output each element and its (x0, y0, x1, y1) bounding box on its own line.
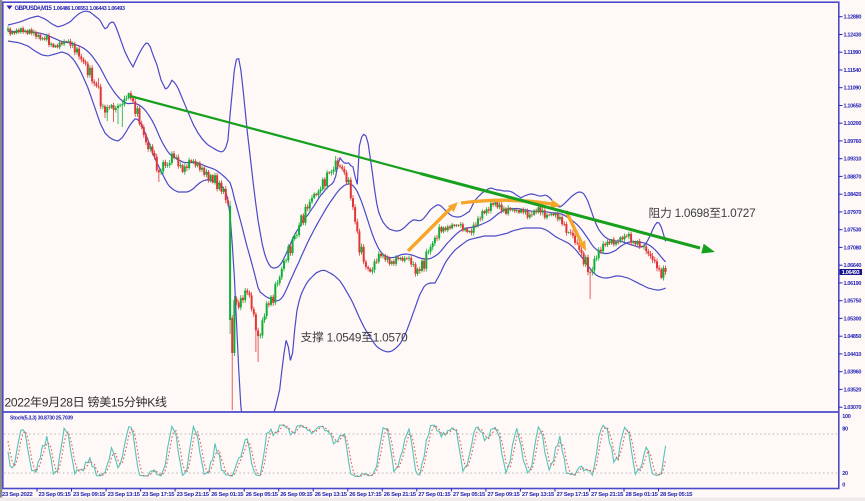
svg-text:1.0727: 1.0727 (721, 206, 756, 220)
svg-text:1.09310: 1.09310 (844, 157, 862, 163)
svg-text:1.08420: 1.08420 (844, 192, 862, 198)
svg-text:27 Sep 21:15: 27 Sep 21:15 (591, 492, 624, 498)
svg-text:26 Sep 01:15: 26 Sep 01:15 (211, 492, 244, 498)
svg-text:23 Sep 21:15: 23 Sep 21:15 (177, 492, 210, 498)
svg-text:1.03520: 1.03520 (844, 387, 862, 393)
svg-text:1.07080: 1.07080 (844, 245, 862, 251)
svg-text:20: 20 (842, 471, 848, 477)
svg-text:23 Sep 13:15: 23 Sep 13:15 (108, 492, 141, 498)
svg-text:27 Sep 05:15: 27 Sep 05:15 (453, 492, 486, 498)
svg-text:1.06486 1.06551 1.06443 1.0649: 1.06486 1.06551 1.06443 1.06493 (53, 6, 125, 12)
svg-text:1.04850: 1.04850 (844, 334, 862, 340)
svg-text:2022: 2022 (5, 395, 31, 409)
svg-text:26 Sep 21:15: 26 Sep 21:15 (384, 492, 417, 498)
svg-text:27 Sep 09:15: 27 Sep 09:15 (487, 492, 520, 498)
svg-text:1.05300: 1.05300 (844, 316, 862, 322)
svg-text:Stoch(5,3,3) 30.8730 25.7039: Stoch(5,3,3) 30.8730 25.7039 (10, 416, 73, 422)
svg-text:28: 28 (60, 395, 73, 409)
svg-text:1.06190: 1.06190 (844, 281, 862, 287)
svg-text:23 Sep 2022: 23 Sep 2022 (2, 492, 33, 498)
svg-text:27 Sep 17:15: 27 Sep 17:15 (557, 492, 590, 498)
svg-text:1.11540: 1.11540 (844, 68, 862, 74)
svg-text:1.07970: 1.07970 (844, 210, 862, 216)
svg-text:23 Sep 05:15: 23 Sep 05:15 (39, 492, 72, 498)
svg-text:26 Sep 09:15: 26 Sep 09:15 (280, 492, 313, 498)
svg-text:1.07530: 1.07530 (844, 228, 862, 234)
svg-text:1.04410: 1.04410 (844, 352, 862, 358)
svg-text:23 Sep 17:15: 23 Sep 17:15 (142, 492, 175, 498)
svg-text:1.05750: 1.05750 (844, 299, 862, 305)
svg-text:1.08870: 1.08870 (844, 174, 862, 180)
svg-text:27 Sep 13:15: 27 Sep 13:15 (522, 492, 555, 498)
svg-text:26 Sep 13:15: 26 Sep 13:15 (315, 492, 348, 498)
svg-text:1.06640: 1.06640 (844, 263, 862, 269)
svg-text:1.11090: 1.11090 (844, 86, 862, 92)
svg-text:1.03960: 1.03960 (844, 370, 862, 376)
svg-text:26 Sep 17:15: 26 Sep 17:15 (349, 492, 382, 498)
svg-text:28 Sep 01:15: 28 Sep 01:15 (626, 492, 659, 498)
svg-text:K: K (147, 395, 155, 409)
svg-text:1.10200: 1.10200 (844, 121, 862, 127)
svg-text:100: 100 (842, 414, 850, 420)
svg-text:GBPUSD#,M15: GBPUSD#,M15 (15, 6, 53, 12)
svg-text:1.0570: 1.0570 (373, 330, 408, 344)
svg-text:1.06493: 1.06493 (842, 270, 860, 276)
svg-text:27 Sep 01:15: 27 Sep 01:15 (418, 492, 451, 498)
svg-text:1.12880: 1.12880 (844, 15, 862, 21)
svg-text:1.09760: 1.09760 (844, 139, 862, 145)
svg-text:0: 0 (842, 483, 845, 489)
svg-text:1.11990: 1.11990 (844, 50, 862, 56)
svg-text:28 Sep 05:15: 28 Sep 05:15 (660, 492, 693, 498)
svg-text:1.03070: 1.03070 (844, 405, 862, 411)
svg-text:23 Sep 09:15: 23 Sep 09:15 (73, 492, 106, 498)
svg-text:1.10650: 1.10650 (844, 104, 862, 110)
svg-text:26 Sep 05:15: 26 Sep 05:15 (246, 492, 279, 498)
svg-text:80: 80 (842, 427, 848, 433)
svg-text:1.12430: 1.12430 (844, 33, 862, 39)
svg-text:9: 9 (42, 395, 49, 409)
svg-text:1.0698: 1.0698 (675, 206, 710, 220)
svg-text:1.0549: 1.0549 (327, 330, 362, 344)
svg-text:15: 15 (111, 395, 124, 409)
